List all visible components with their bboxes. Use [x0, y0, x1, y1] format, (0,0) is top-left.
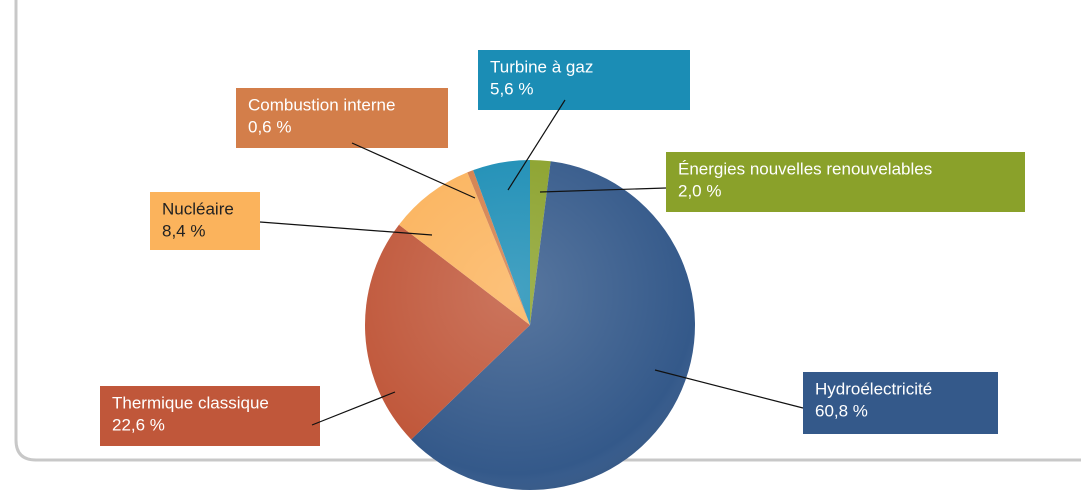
slice-value: 5,6 %: [490, 79, 533, 98]
slice-name: Turbine à gaz: [490, 57, 593, 76]
slice-value: 8,4 %: [162, 221, 205, 240]
labels: Énergies nouvelles renouvelables 2,0 % Hyd…: [100, 50, 1025, 446]
frame: [14, 0, 1081, 462]
slice-name: Hydroélectricité: [815, 379, 932, 398]
label-box: [150, 192, 260, 250]
label-box: [100, 386, 320, 446]
slice-name: Thermique classique: [112, 393, 269, 412]
leader-line: [654, 369, 804, 409]
leader-line: [507, 99, 566, 191]
leader-line: [259, 221, 433, 236]
slice-value: 22,6 %: [112, 415, 165, 434]
leader-line: [539, 187, 667, 193]
pie: [364, 160, 695, 491]
pie-shading: [365, 160, 695, 490]
leader-line: [351, 142, 476, 199]
label-box: [478, 50, 690, 110]
label-box: [236, 88, 448, 148]
slice-value: 60,8 %: [815, 401, 868, 420]
slice-value: 2,0 %: [678, 181, 721, 200]
leader-line: [311, 391, 396, 426]
slice-name: Nucléaire: [162, 199, 234, 218]
label-box: [666, 152, 1025, 212]
slice-name: Énergies nouvelles renouvelables: [678, 159, 932, 178]
slice-name: Combustion interne: [248, 95, 395, 114]
label-box: [803, 372, 998, 434]
slice-value: 0,6 %: [248, 117, 291, 136]
